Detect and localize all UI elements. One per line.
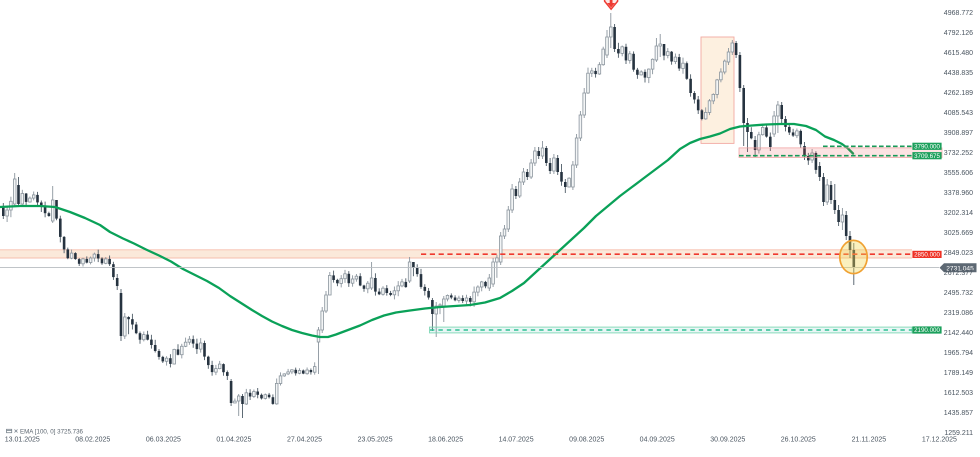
svg-text:1612.503: 1612.503: [944, 390, 973, 397]
svg-text:26.10.2025: 26.10.2025: [781, 437, 816, 444]
svg-text:09.08.2025: 09.08.2025: [569, 437, 604, 444]
svg-text:30.09.2025: 30.09.2025: [710, 437, 745, 444]
svg-text:2495.732: 2495.732: [944, 290, 973, 297]
svg-text:2672.377: 2672.377: [944, 270, 973, 277]
svg-text:4968.772: 4968.772: [944, 10, 973, 17]
svg-text:4792.126: 4792.126: [944, 30, 973, 37]
svg-text:4438.835: 4438.835: [944, 70, 973, 77]
svg-text:04.09.2025: 04.09.2025: [640, 437, 675, 444]
svg-text:2849.023: 2849.023: [944, 250, 973, 257]
svg-text:06.03.2025: 06.03.2025: [146, 437, 181, 444]
svg-text:23.05.2025: 23.05.2025: [358, 437, 393, 444]
svg-text:3378.960: 3378.960: [944, 190, 973, 197]
svg-text:1259.211: 1259.211: [944, 430, 973, 437]
svg-text:3732.252: 3732.252: [944, 150, 973, 157]
svg-text:4615.480: 4615.480: [944, 50, 973, 57]
svg-text:3908.897: 3908.897: [944, 130, 973, 137]
svg-text:3790.000: 3790.000: [914, 144, 940, 151]
svg-text:2850.000: 2850.000: [914, 252, 940, 259]
svg-text:2190.000: 2190.000: [914, 327, 940, 334]
svg-text:EMA [100, 0] 3725.736: EMA [100, 0] 3725.736: [20, 428, 84, 435]
svg-text:21.11.2025: 21.11.2025: [852, 437, 887, 444]
svg-text:3709.675: 3709.675: [914, 153, 940, 160]
svg-text:27.04.2025: 27.04.2025: [287, 437, 322, 444]
svg-text:18.06.2025: 18.06.2025: [428, 437, 463, 444]
svg-text:08.02.2025: 08.02.2025: [75, 437, 110, 444]
svg-text:1965.794: 1965.794: [944, 350, 973, 357]
svg-text:1789.149: 1789.149: [944, 370, 973, 377]
svg-text:4262.189: 4262.189: [944, 90, 973, 97]
svg-text:3555.606: 3555.606: [944, 170, 973, 177]
svg-text:2142.440: 2142.440: [944, 330, 973, 337]
svg-text:4085.543: 4085.543: [944, 110, 973, 117]
svg-text:3202.314: 3202.314: [944, 210, 973, 217]
svg-text:2731.045: 2731.045: [946, 265, 974, 272]
svg-text:13.01.2025: 13.01.2025: [5, 437, 40, 444]
svg-text:14.07.2025: 14.07.2025: [499, 437, 534, 444]
svg-text:3025.669: 3025.669: [944, 230, 973, 237]
svg-text:2319.086: 2319.086: [944, 310, 973, 317]
svg-text:01.04.2025: 01.04.2025: [216, 437, 251, 444]
svg-text:17.12.2025: 17.12.2025: [922, 437, 957, 444]
svg-text:1435.857: 1435.857: [944, 410, 973, 417]
